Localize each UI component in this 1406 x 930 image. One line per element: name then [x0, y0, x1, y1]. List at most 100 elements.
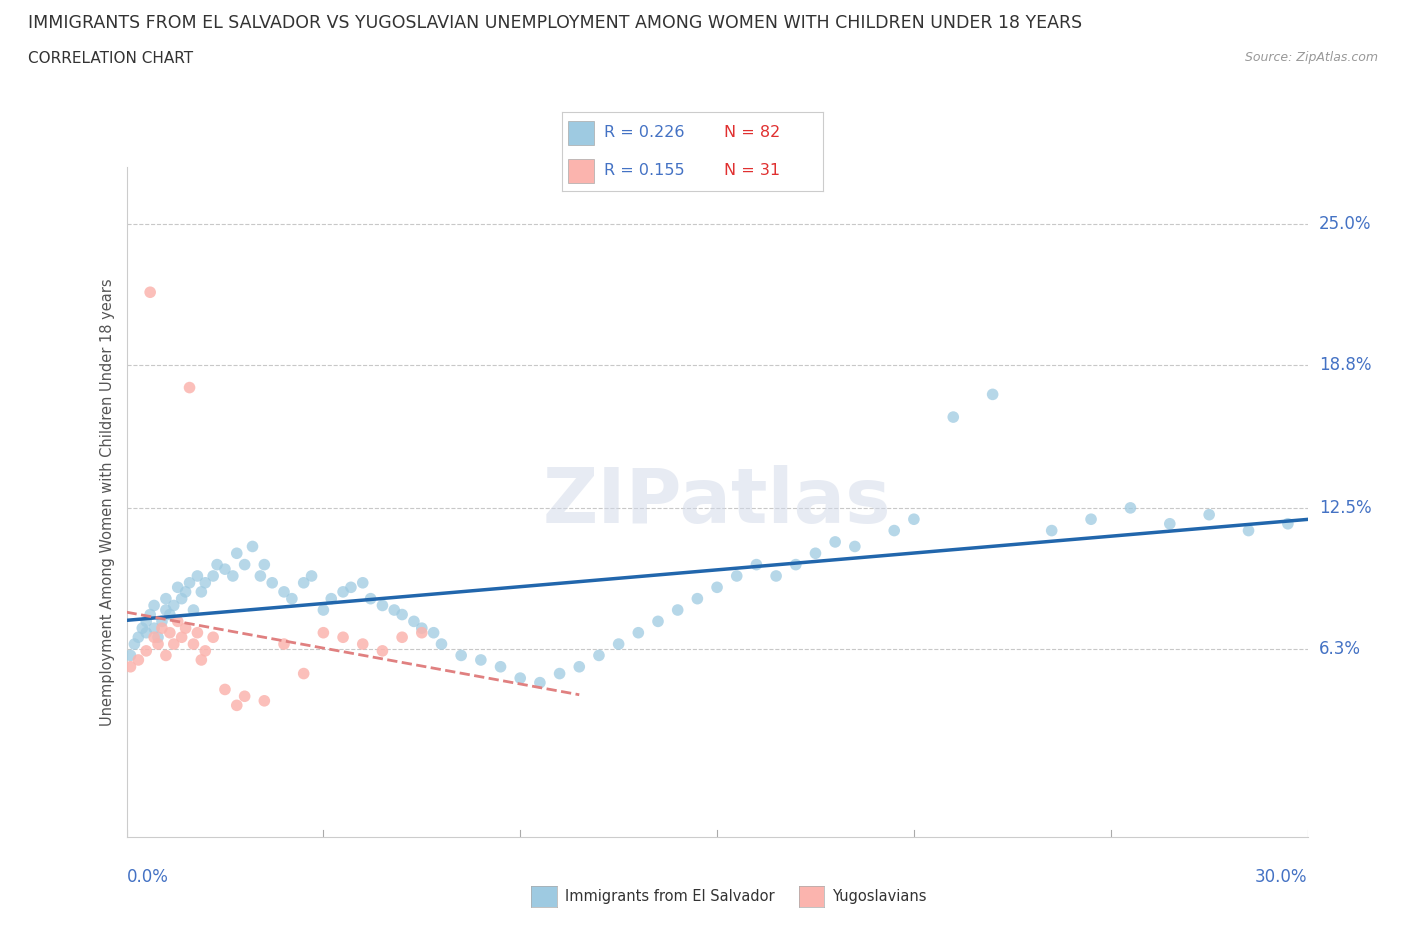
Point: [1198, 507, 1220, 522]
Bar: [568, 159, 593, 182]
Point: [170, 630, 193, 644]
Point: [124, 637, 146, 652]
Text: Source: ZipAtlas.com: Source: ZipAtlas.com: [1244, 51, 1378, 64]
Point: [509, 671, 531, 685]
Point: [127, 630, 149, 644]
Point: [139, 607, 162, 622]
Point: [131, 620, 153, 635]
Point: [450, 648, 472, 663]
Point: [146, 630, 169, 644]
Point: [120, 648, 142, 663]
Point: [1237, 524, 1260, 538]
Text: Immigrants from El Salvador: Immigrants from El Salvador: [565, 889, 775, 904]
Point: [225, 546, 247, 561]
Point: [686, 591, 709, 606]
Point: [391, 607, 413, 622]
Point: [1159, 516, 1181, 531]
Point: [411, 620, 433, 635]
Point: [249, 568, 271, 583]
Point: [422, 625, 444, 640]
Point: [183, 603, 205, 618]
Point: [233, 557, 256, 572]
Point: [127, 653, 149, 668]
Text: 0.0%: 0.0%: [127, 868, 169, 885]
Point: [190, 584, 212, 599]
Point: [1119, 500, 1142, 515]
Point: [214, 682, 236, 697]
Point: [360, 591, 382, 606]
Point: [135, 614, 157, 629]
Text: N = 31: N = 31: [724, 164, 780, 179]
Text: 12.5%: 12.5%: [1319, 498, 1371, 517]
Point: [725, 568, 748, 583]
Y-axis label: Unemployment Among Women with Children Under 18 years: Unemployment Among Women with Children U…: [100, 278, 115, 726]
Point: [179, 576, 201, 591]
Point: [139, 285, 162, 299]
Text: IMMIGRANTS FROM EL SALVADOR VS YUGOSLAVIAN UNEMPLOYMENT AMONG WOMEN WITH CHILDRE: IMMIGRANTS FROM EL SALVADOR VS YUGOSLAVI…: [28, 14, 1083, 32]
Point: [262, 576, 284, 591]
Point: [301, 568, 323, 583]
Text: ZIPatlas: ZIPatlas: [543, 465, 891, 539]
Point: [844, 539, 866, 554]
Point: [202, 630, 225, 644]
Point: [186, 625, 208, 640]
Point: [1080, 512, 1102, 526]
Point: [174, 620, 197, 635]
Point: [166, 580, 188, 595]
Point: [607, 637, 630, 652]
Point: [292, 576, 315, 591]
Point: [883, 524, 905, 538]
Point: [225, 698, 247, 712]
Point: [804, 546, 827, 561]
Point: [205, 557, 228, 572]
Point: [143, 630, 166, 644]
Point: [529, 675, 551, 690]
Point: [190, 653, 212, 668]
Point: [312, 603, 335, 618]
Text: 30.0%: 30.0%: [1256, 868, 1308, 885]
Point: [402, 614, 425, 629]
Point: [706, 580, 728, 595]
Point: [273, 584, 295, 599]
Point: [352, 637, 374, 652]
Point: [785, 557, 807, 572]
Point: [186, 568, 208, 583]
Bar: [568, 121, 593, 145]
Point: [281, 591, 304, 606]
Point: [170, 591, 193, 606]
Point: [411, 625, 433, 640]
Point: [666, 603, 689, 618]
Point: [332, 630, 354, 644]
Text: 25.0%: 25.0%: [1319, 215, 1371, 233]
Text: R = 0.226: R = 0.226: [605, 126, 685, 140]
Point: [135, 625, 157, 640]
Text: N = 82: N = 82: [724, 126, 780, 140]
Point: [371, 598, 394, 613]
Point: [765, 568, 787, 583]
Point: [163, 637, 186, 652]
Point: [222, 568, 245, 583]
Point: [273, 637, 295, 652]
Point: [382, 603, 405, 618]
Point: [120, 659, 142, 674]
Point: [340, 580, 363, 595]
Point: [568, 659, 591, 674]
Point: [163, 598, 186, 613]
Point: [150, 614, 173, 629]
Point: [150, 620, 173, 635]
Point: [745, 557, 768, 572]
Text: 18.8%: 18.8%: [1319, 356, 1371, 374]
Point: [1040, 524, 1063, 538]
Point: [179, 380, 201, 395]
Text: CORRELATION CHART: CORRELATION CHART: [28, 51, 193, 66]
Point: [242, 539, 264, 554]
Point: [321, 591, 343, 606]
Point: [942, 409, 965, 424]
Point: [391, 630, 413, 644]
Point: [292, 666, 315, 681]
Point: [903, 512, 925, 526]
Point: [489, 659, 512, 674]
Point: [430, 637, 453, 652]
Text: 6.3%: 6.3%: [1319, 640, 1361, 658]
Point: [174, 584, 197, 599]
